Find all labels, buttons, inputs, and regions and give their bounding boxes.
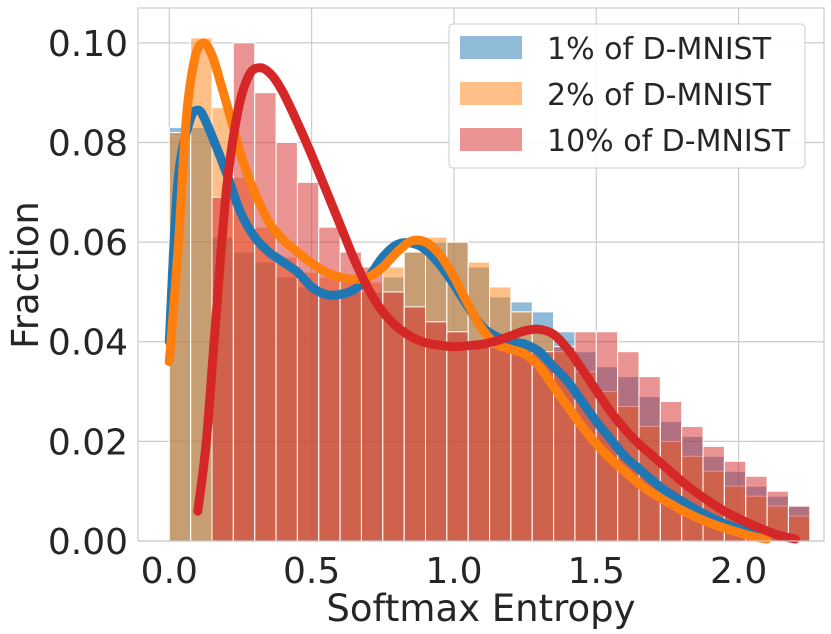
legend-swatch-10pct (460, 128, 522, 151)
kde-line-series-2 (193, 63, 800, 544)
bar-series-2-bin-16 (510, 346, 533, 542)
x-tick-label-3: 1.5 (568, 551, 625, 592)
y-tick-label-1: 0.02 (48, 422, 128, 463)
bar-series-2-bin-13 (446, 331, 469, 542)
x-axis-ticks: 0.0 0.5 1.0 1.5 2.0 (141, 551, 768, 592)
legend-swatch-1pct (460, 36, 522, 59)
y-axis-ticks: 0.00 0.02 0.04 0.06 0.08 0.10 (48, 24, 128, 563)
x-tick-label-0: 0.0 (141, 551, 198, 592)
y-tick-label-0: 0.00 (48, 522, 128, 563)
y-tick-label-3: 0.06 (48, 223, 128, 264)
legend: 1% of D-MNIST 2% of D-MNIST 10% of D-MNI… (448, 23, 806, 169)
x-tick-label-4: 2.0 (710, 551, 767, 592)
bar-series-2-bin-6 (296, 181, 320, 542)
bar-series-2-bin-12 (424, 321, 448, 542)
histogram-bars (168, 37, 811, 542)
x-axis-label: Softmax Entropy (326, 587, 635, 630)
y-tick-label-2: 0.04 (48, 323, 128, 364)
legend-label-1pct: 1% of D-MNIST (547, 32, 772, 67)
legend-box (448, 23, 806, 169)
legend-label-10pct: 10% of D-MNIST (547, 124, 791, 159)
legend-label-2pct: 2% of D-MNIST (547, 78, 772, 113)
bar-series-2-bin-14 (467, 341, 491, 542)
bar-series-2-bin-4 (254, 92, 277, 542)
x-tick-label-2: 1.0 (425, 551, 482, 592)
y-axis-label: Fraction (4, 201, 47, 349)
y-tick-label-4: 0.08 (48, 123, 128, 164)
kde-curves (164, 38, 800, 544)
y-tick-label-5: 0.10 (48, 24, 128, 65)
legend-swatch-2pct (460, 82, 522, 105)
x-tick-label-1: 0.5 (283, 551, 340, 592)
plot-frame (137, 7, 825, 542)
bar-series-2-bin-15 (489, 346, 512, 542)
bar-series-2-bin-5 (275, 141, 298, 542)
